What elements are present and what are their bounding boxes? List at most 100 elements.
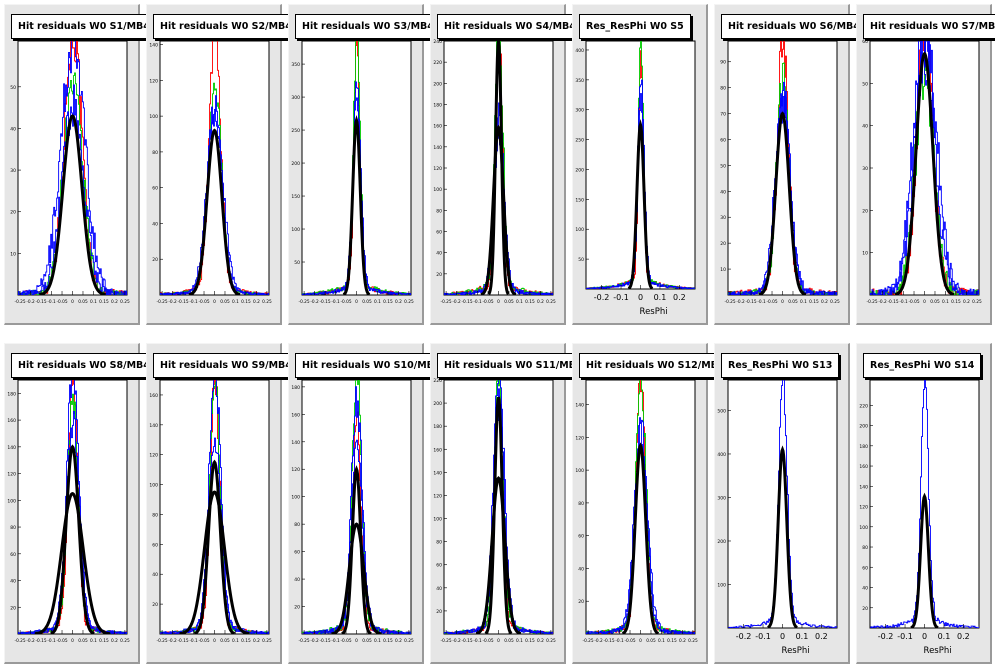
y-tick-label: 140 <box>433 470 442 476</box>
y-tick-label: 50 <box>578 257 584 263</box>
x-tick-label: -0.1 <box>757 299 766 305</box>
x-tick-label: 0 <box>213 638 216 644</box>
histogram-title: Res_ResPhi W0 S5 <box>579 14 691 39</box>
histogram-series-green <box>302 380 411 634</box>
x-tick-label: 0.2 <box>957 632 970 641</box>
x-tick-label: -0.25 <box>157 638 168 644</box>
x-tick-label: -0.05 <box>198 299 209 305</box>
x-tick-label: 0.1 <box>232 638 239 644</box>
y-tick-label: 30 <box>10 168 16 174</box>
y-tick-label: 100 <box>575 227 584 233</box>
y-tick-label: 60 <box>862 565 868 571</box>
x-tick-label: 0.2 <box>815 632 828 641</box>
x-tick-label: 0.05 <box>930 299 940 305</box>
y-tick-label: 160 <box>433 124 442 130</box>
y-tick-label: 120 <box>859 505 868 511</box>
x-tick-label: 0.1 <box>938 632 951 641</box>
plot-frame <box>585 40 696 290</box>
x-tick-label: 0.05 <box>504 299 514 305</box>
y-tick-label: 140 <box>7 445 16 451</box>
gaussian-fit-curve <box>487 41 510 295</box>
y-tick-label: 180 <box>433 103 442 109</box>
y-tick-label: 20 <box>862 606 868 612</box>
histogram-svg: 20 40 60 80 100 120 140 -0.25 -0.2 -0.15 -0.1 -0.05… <box>575 379 698 644</box>
x-tick-label: -0.2 <box>310 299 319 305</box>
plot-frame <box>17 379 128 635</box>
histogram-series-blue <box>160 95 269 295</box>
x-tick-label: 0.1 <box>516 299 523 305</box>
x-tick-label: 0.1 <box>232 299 239 305</box>
x-tick-label: -0.2 <box>878 299 887 305</box>
x-tick-label: 0.2 <box>395 638 402 644</box>
histogram-series-blue <box>444 388 553 634</box>
y-tick-label: 120 <box>149 453 158 459</box>
gaussian-fit-curve <box>894 51 955 295</box>
y-tick-label: 80 <box>10 525 16 531</box>
histogram-series-blue <box>870 41 979 295</box>
histogram-title: Hit residuals W0 S12/MB4 <box>579 353 732 378</box>
histogram-title: Hit residuals W0 S6/MB4 <box>721 14 867 39</box>
y-tick-label: 50 <box>10 85 16 91</box>
y-tick-label: 20 <box>436 609 442 615</box>
x-tick-label: 0.05 <box>362 638 372 644</box>
gaussian-fit-curve <box>627 119 654 289</box>
x-tick-label: 0 <box>213 299 216 305</box>
histogram-series-blue <box>444 380 553 634</box>
histogram-series-blue <box>870 380 979 628</box>
x-tick-label: 0.25 <box>120 299 130 305</box>
histogram-pad-2: 20 40 60 80 100 120 140 -0.25 -0.2 -0.15 -0.1 -0.05… <box>146 4 299 325</box>
y-tick-label: 60 <box>720 137 726 143</box>
gaussian-fit-curve <box>341 465 372 634</box>
histogram-series-blue <box>160 437 269 634</box>
x-tick-label: -0.1 <box>613 293 629 302</box>
y-tick-label: 120 <box>291 467 300 473</box>
gaussian-fit-curve <box>193 459 236 634</box>
x-tick-label: -0.15 <box>461 299 472 305</box>
x-tick-label: 0 <box>780 632 785 641</box>
x-tick-label: -0.15 <box>35 299 46 305</box>
x-tick-label: -0.1 <box>899 299 908 305</box>
x-tick-label: 0.1 <box>800 299 807 305</box>
y-tick-label: 160 <box>433 447 442 453</box>
y-tick-label: 50 <box>294 260 300 266</box>
y-tick-label: 40 <box>10 126 16 132</box>
x-tick-label: 0.1 <box>942 299 949 305</box>
histogram-pad-1: 10 20 30 40 50 -0.25 -0.2 -0.15 -0.1 -0.05 0 0.05 0.… <box>4 4 157 325</box>
y-tick-label: 40 <box>294 577 300 583</box>
y-tick-label: 500 <box>717 408 726 414</box>
y-tick-label: 300 <box>717 495 726 501</box>
histogram-title: Res_ResPhi W0 S13 <box>721 353 840 378</box>
x-tick-label: 0.05 <box>504 638 514 644</box>
x-tick-label: 0.05 <box>220 299 230 305</box>
x-tick-label: -0.05 <box>624 638 635 644</box>
histogram-pad-13: 100 200 300 400 500 -0.2 -0.1 0 0.1 0.2 ResPhi Res_… <box>714 343 850 664</box>
y-tick-label: 40 <box>720 189 726 195</box>
y-tick-label: 60 <box>578 534 584 540</box>
x-tick-label: 0.2 <box>395 299 402 305</box>
y-tick-label: 100 <box>717 582 726 588</box>
gaussian-fit-curve <box>50 444 95 634</box>
x-tick-label: -0.25 <box>15 299 26 305</box>
y-tick-label: 100 <box>149 114 158 120</box>
y-tick-label: 50 <box>720 163 726 169</box>
x-tick-label: -0.1 <box>615 638 624 644</box>
x-tick-label: -0.1 <box>473 638 482 644</box>
x-tick-label: 0.05 <box>362 299 372 305</box>
x-tick-label: 0 <box>71 299 74 305</box>
histogram-series-blue <box>586 422 695 634</box>
x-tick-label: -0.15 <box>35 638 46 644</box>
x-tick-label: -0.15 <box>887 299 898 305</box>
y-tick-label: 200 <box>575 167 584 173</box>
x-tick-label: 0.15 <box>241 299 251 305</box>
y-tick-label: 80 <box>436 208 442 214</box>
x-tick-label: -0.1 <box>189 299 198 305</box>
y-tick-label: 60 <box>152 542 158 548</box>
x-tick-label: 0 <box>638 293 643 302</box>
histogram-pad-4: 20 40 60 80 100 120 140 160 180 200 220 240 -0.25 -0.… <box>430 4 583 325</box>
x-tick-label: -0.2 <box>26 638 35 644</box>
x-tick-label: -0.05 <box>340 299 351 305</box>
x-tick-label: 0.2 <box>253 299 260 305</box>
y-tick-label: 160 <box>7 418 16 424</box>
